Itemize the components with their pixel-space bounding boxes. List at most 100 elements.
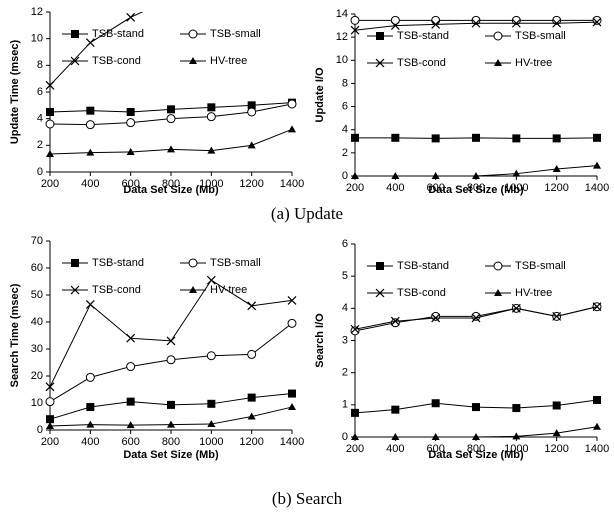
y-tick-label: 60 — [31, 262, 43, 274]
marker — [188, 29, 198, 39]
legend-label: TSB-small — [210, 257, 261, 269]
plot-area — [350, 15, 602, 179]
legend-item: HV-tree — [180, 55, 247, 67]
legend-label: TSB-stand — [397, 260, 449, 272]
x-tick-label: 400 — [81, 178, 99, 190]
marker — [207, 399, 216, 408]
x-tick-label: 600 — [121, 436, 139, 448]
marker — [85, 120, 95, 130]
marker — [552, 165, 561, 173]
marker — [593, 133, 601, 142]
marker — [206, 112, 216, 122]
marker — [375, 58, 385, 68]
marker — [287, 318, 297, 328]
marker — [350, 326, 360, 336]
x-tick-label: 600 — [121, 178, 139, 190]
y-tick-label: 30 — [31, 343, 43, 355]
legend-item: HV-tree — [180, 284, 247, 296]
marker — [46, 415, 54, 424]
marker — [350, 25, 360, 35]
legend-label: HV-tree — [515, 57, 552, 69]
legend-item: TSB-stand — [367, 30, 449, 42]
marker — [247, 141, 256, 149]
y-tick-label: 50 — [31, 289, 43, 301]
marker — [351, 172, 359, 179]
marker — [189, 57, 197, 64]
x-tick-label: 200 — [41, 178, 59, 190]
marker — [166, 336, 176, 346]
marker — [471, 18, 481, 28]
marker — [126, 362, 136, 372]
chart: 0 2 4 6 8 10 12 200 400 600 800 1000 1200 1400 Data Se… — [9, 0, 304, 196]
marker — [167, 105, 175, 114]
marker — [376, 32, 384, 40]
x-tick-label: 1200 — [239, 178, 263, 190]
marker — [592, 302, 602, 312]
x-tick-label: 400 — [81, 436, 99, 448]
y-tick-label: 12 — [336, 31, 348, 43]
marker — [472, 172, 480, 179]
marker — [287, 99, 297, 109]
y-tick-label: 6 — [342, 238, 348, 250]
marker — [493, 31, 503, 41]
x-tick-label: 1200 — [544, 443, 568, 455]
x-tick-label: 800 — [467, 182, 485, 194]
marker — [71, 30, 79, 38]
legend-item: TSB-stand — [62, 257, 144, 269]
marker — [511, 15, 521, 25]
marker — [376, 262, 384, 270]
legend-item: TSB-small — [180, 28, 261, 40]
marker — [351, 408, 359, 417]
x-axis-label: Data Set Size (Mb) — [123, 184, 219, 196]
legend-label: TSB-cond — [397, 57, 446, 69]
legend-label: TSB-stand — [92, 28, 144, 40]
marker — [511, 18, 521, 28]
caption: (b) Search — [272, 489, 343, 508]
x-tick-label: 1200 — [239, 436, 263, 448]
marker — [86, 148, 95, 156]
marker — [593, 161, 601, 169]
marker — [189, 286, 197, 293]
marker — [472, 133, 480, 142]
x-tick-label: 800 — [162, 178, 180, 190]
marker — [552, 134, 561, 143]
legend-item: TSB-cond — [62, 284, 141, 296]
x-tick-label: 600 — [426, 443, 444, 455]
x-tick-label: 600 — [426, 182, 444, 194]
marker — [247, 101, 256, 110]
marker — [350, 15, 360, 25]
y-tick-label: 2 — [342, 147, 348, 159]
chart: 0 2 4 6 8 10 12 14 200 400 600 800 1000 1200 1400 Data … — [314, 8, 609, 196]
marker — [166, 114, 176, 124]
marker — [207, 146, 216, 154]
marker — [390, 15, 400, 25]
legend-item: TSB-small — [485, 260, 566, 272]
chart: 0 1 2 3 4 5 6 200 400 600 800 1000 1200 1400 Data Set … — [314, 238, 609, 461]
legend-item: HV-tree — [485, 287, 552, 299]
marker — [512, 404, 521, 413]
marker — [288, 403, 296, 411]
marker — [431, 433, 440, 440]
plot-area — [350, 302, 602, 440]
marker — [511, 303, 521, 313]
marker — [390, 316, 400, 326]
marker — [86, 420, 95, 428]
marker — [206, 275, 216, 285]
marker — [247, 393, 256, 402]
y-axis-label: Search I/O — [314, 313, 326, 368]
marker — [247, 301, 257, 311]
marker — [167, 0, 175, 3]
marker — [431, 399, 440, 408]
marker — [552, 311, 562, 321]
legend-label: TSB-stand — [92, 257, 144, 269]
x-tick-label: 200 — [41, 436, 59, 448]
legend-label: TSB-small — [515, 260, 566, 272]
marker — [351, 133, 359, 142]
legend-item: HV-tree — [485, 57, 552, 69]
plot-area — [45, 275, 297, 429]
x-tick-label: 400 — [386, 182, 404, 194]
marker — [126, 397, 135, 406]
marker — [592, 15, 602, 25]
marker — [126, 148, 135, 155]
